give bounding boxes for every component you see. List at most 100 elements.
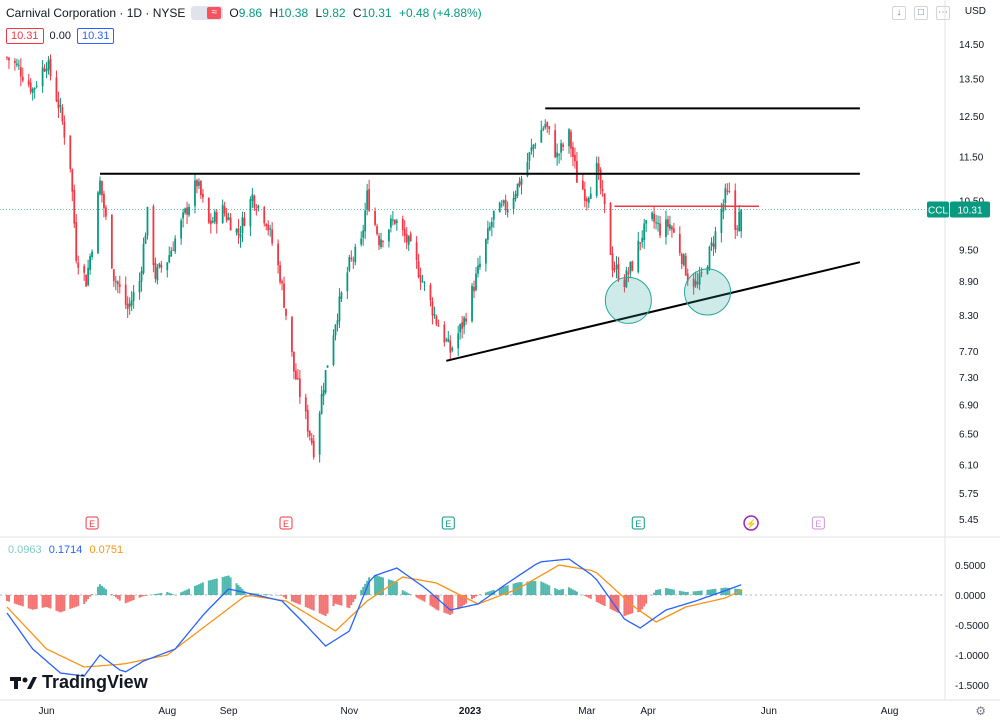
- candle-body: [609, 202, 612, 255]
- macd-hist-bar: [639, 595, 642, 612]
- candle-body: [484, 239, 487, 264]
- candle-body: [285, 308, 287, 316]
- candle-body: [657, 222, 659, 225]
- macd-hist-bar: [417, 595, 420, 599]
- earnings-marker-label: E: [815, 519, 821, 529]
- macd-hist-bar: [655, 589, 658, 595]
- macd-hist-bar: [368, 577, 371, 595]
- candle-body: [235, 229, 238, 233]
- candle-body: [625, 270, 628, 288]
- macd-hist-bar: [471, 595, 474, 600]
- candle-body: [388, 229, 390, 242]
- earnings-marker-label: E: [445, 519, 451, 529]
- macd-hist-bar: [340, 595, 343, 606]
- candle-body: [160, 264, 163, 268]
- macd-hist-bar: [277, 595, 280, 596]
- open-value: 9.86: [238, 6, 263, 20]
- currency-label[interactable]: USD: [964, 6, 986, 17]
- macd-hist-bar: [27, 595, 30, 609]
- candle-body: [698, 273, 701, 285]
- candle-body: [597, 163, 600, 172]
- macd-hist-bar: [45, 595, 48, 607]
- candle-body: [475, 273, 477, 291]
- macd-hist-bar: [631, 595, 634, 614]
- candle-body: [498, 202, 501, 213]
- more-icon[interactable]: ⋯: [936, 6, 950, 20]
- macd-hist-bar: [617, 595, 620, 613]
- candle-body: [156, 267, 159, 281]
- arrow-down-icon[interactable]: ↓: [892, 6, 906, 20]
- macd-hist-bar: [571, 589, 574, 595]
- earnings-marker-label: E: [89, 519, 95, 529]
- compare-toggle[interactable]: ≈: [191, 6, 224, 20]
- restore-icon[interactable]: □: [914, 6, 928, 20]
- buy-price-box[interactable]: 10.31: [76, 28, 115, 44]
- macd-hist-bar: [188, 588, 191, 595]
- earnings-marker: [85, 516, 99, 530]
- time-tick-label: Jun: [38, 706, 54, 717]
- macd-hist-bar: [334, 595, 337, 604]
- candle-body: [132, 292, 135, 302]
- price-tick-label: 5.75: [959, 489, 979, 500]
- candle-body: [639, 242, 642, 244]
- macd-hist-bar: [104, 589, 107, 595]
- macd-hist-bar: [734, 588, 737, 595]
- macd-hist-bar: [255, 593, 258, 595]
- candle-body: [138, 280, 141, 293]
- macd-hist-bar: [69, 595, 72, 609]
- macd-hist-bar: [692, 591, 695, 595]
- candle-body: [645, 220, 648, 224]
- macd-hist-bar: [374, 574, 377, 595]
- macd-hist-bar: [659, 589, 662, 595]
- candle-body: [516, 183, 519, 196]
- price-tick-label: 14.50: [959, 40, 984, 51]
- chart-controls: ↓ □ ⋯: [892, 6, 950, 20]
- macd-hist-bar: [686, 591, 689, 595]
- candle-body: [726, 190, 729, 192]
- macd-hist-bar: [227, 575, 230, 595]
- macd-hist-bar: [672, 589, 675, 595]
- sell-price-box[interactable]: 10.31: [6, 28, 44, 44]
- macd-hist-bar: [558, 590, 561, 595]
- macd-legend: 0.0963 0.1714 0.0751: [8, 544, 127, 556]
- candle-body: [374, 211, 376, 225]
- macd-hist-bar: [304, 595, 307, 607]
- macd-hist-bar: [542, 582, 545, 595]
- macd-hist-bar: [706, 589, 709, 595]
- candle-body: [532, 144, 535, 149]
- macd-hist-bar: [698, 590, 701, 595]
- macd-hist-bar: [354, 595, 357, 600]
- macd-hist-bar: [350, 595, 353, 606]
- candle-body: [617, 263, 620, 280]
- macd-hist-bar: [172, 594, 175, 595]
- candle-body: [490, 221, 493, 227]
- settings-gear-icon[interactable]: ⚙: [975, 704, 986, 718]
- candle-body: [263, 207, 266, 224]
- macd-hist-bar: [174, 595, 177, 596]
- macd-hist-bar: [395, 582, 398, 595]
- macd-hist-bar: [215, 578, 218, 595]
- time-tick-label: Aug: [881, 706, 899, 717]
- macd-hist-bar: [263, 594, 266, 595]
- candle-body: [554, 130, 557, 158]
- macd-hist-bar: [710, 589, 713, 595]
- macd-hist-bar: [146, 595, 149, 596]
- macd-hist-bar: [387, 579, 390, 595]
- candle-body: [714, 231, 717, 250]
- candle-body: [562, 144, 564, 147]
- candle-body: [124, 284, 127, 305]
- macd-line: [6, 558, 742, 677]
- candle-body: [423, 282, 426, 284]
- candle-body: [312, 440, 315, 458]
- macd-hist-bar: [506, 585, 509, 595]
- candle-body: [694, 280, 697, 286]
- earnings-marker: [631, 516, 645, 530]
- candle-body: [27, 80, 30, 85]
- macd-hist-bar: [59, 595, 62, 613]
- candle-body: [170, 250, 173, 257]
- symbol-title[interactable]: Carnival Corporation · 1D · NYSE: [6, 6, 186, 20]
- macd-hist-bar: [447, 595, 450, 615]
- candle-body: [144, 235, 147, 244]
- price-tick-label: 6.50: [959, 429, 979, 440]
